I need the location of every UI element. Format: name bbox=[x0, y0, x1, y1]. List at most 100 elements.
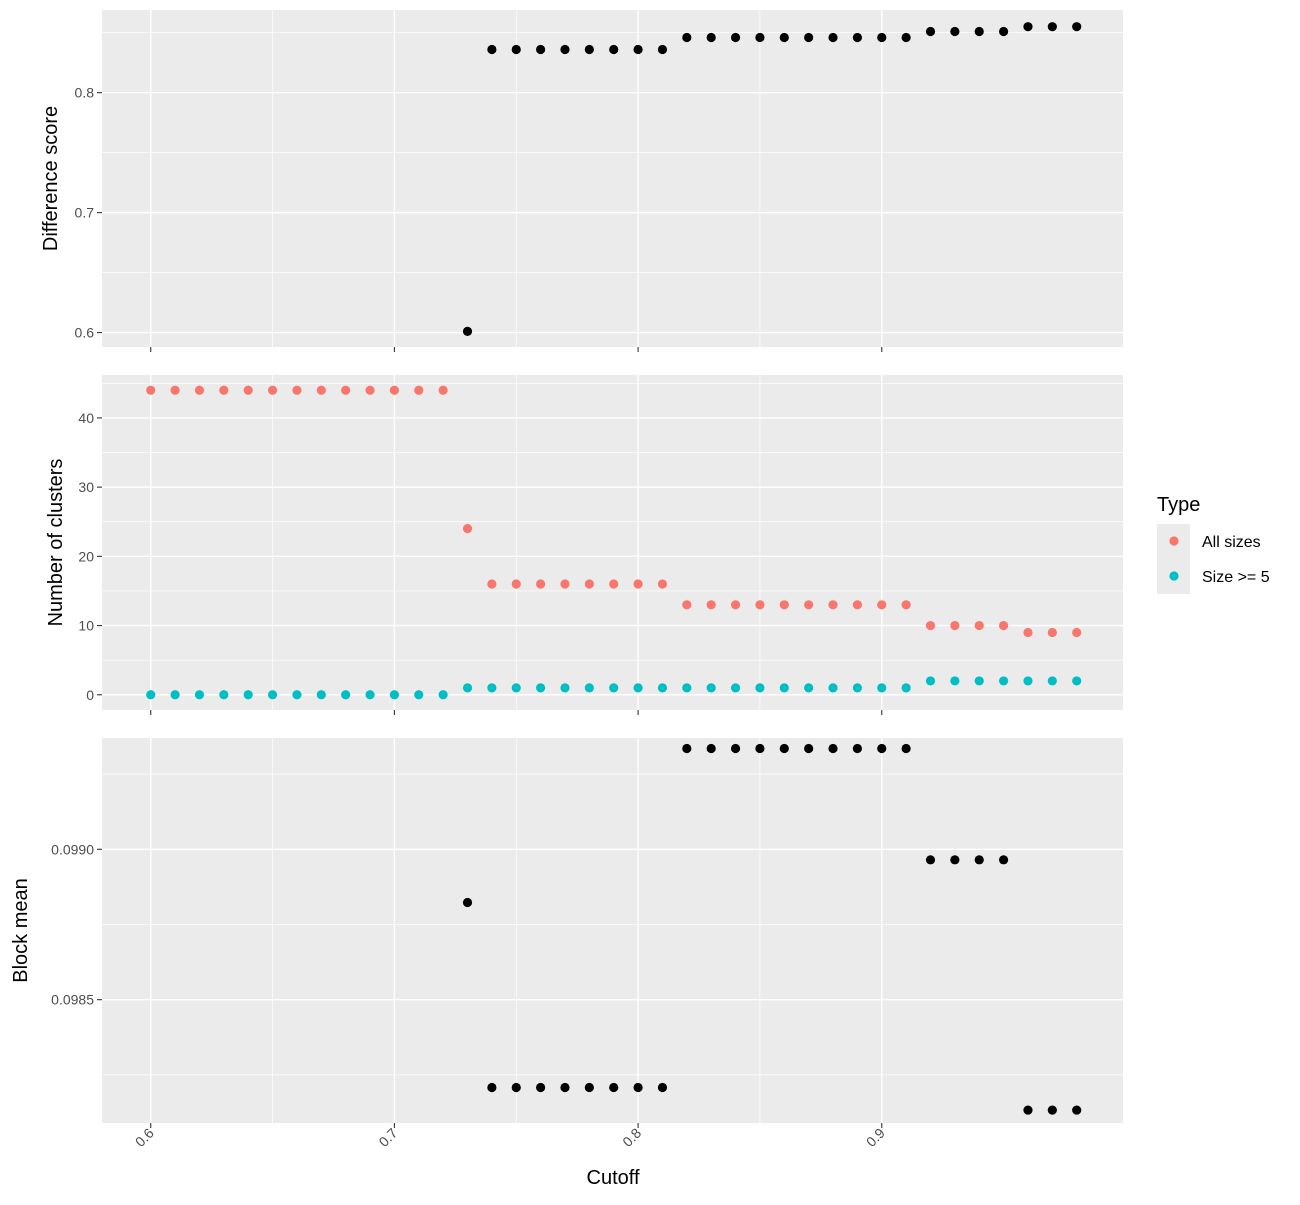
data-point bbox=[804, 32, 814, 43]
data-point bbox=[414, 385, 424, 395]
data-point bbox=[633, 44, 643, 55]
data-point bbox=[1047, 22, 1057, 32]
series-1 bbox=[462, 743, 1082, 1115]
data-point bbox=[657, 1082, 668, 1093]
data-point bbox=[292, 690, 302, 700]
data-point bbox=[730, 32, 741, 43]
data-point bbox=[657, 683, 668, 693]
data-point bbox=[146, 385, 156, 395]
data-point bbox=[852, 743, 862, 754]
data-point bbox=[365, 690, 375, 700]
data-point bbox=[730, 600, 741, 610]
data-point bbox=[779, 32, 789, 43]
y-tick-label: 10 bbox=[78, 618, 94, 634]
legend-label: All sizes bbox=[1202, 534, 1261, 551]
y-axis-title: Difference score bbox=[40, 106, 62, 251]
data-point bbox=[438, 385, 448, 395]
y-tick-label: 0.7 bbox=[75, 205, 95, 221]
data-point bbox=[779, 600, 789, 610]
data-point bbox=[1047, 676, 1057, 686]
data-point bbox=[584, 44, 594, 55]
data-point bbox=[365, 385, 375, 395]
data-point bbox=[243, 385, 253, 395]
data-point bbox=[804, 683, 814, 693]
legend-title: Type bbox=[1157, 494, 1200, 516]
data-point bbox=[609, 579, 619, 589]
data-point bbox=[584, 579, 594, 589]
data-point bbox=[536, 579, 546, 589]
y-tick-label: 0.0985 bbox=[51, 992, 94, 1008]
data-point bbox=[877, 683, 887, 693]
y-tick-label: 0.0990 bbox=[51, 841, 94, 857]
data-point bbox=[316, 690, 326, 700]
data-point bbox=[877, 32, 887, 43]
data-point bbox=[852, 683, 862, 693]
data-point bbox=[341, 690, 351, 700]
data-point bbox=[487, 1082, 497, 1093]
data-point bbox=[657, 579, 668, 589]
data-point bbox=[1072, 1105, 1082, 1115]
data-point bbox=[925, 26, 936, 37]
data-point bbox=[389, 385, 400, 395]
data-point bbox=[511, 44, 521, 55]
legend: Type All sizes Size >= 5 bbox=[1157, 494, 1270, 594]
panel-1: 0.6 0.7 0.8 Difference score bbox=[40, 10, 1123, 352]
series-2 bbox=[146, 676, 1082, 700]
data-point bbox=[462, 326, 473, 337]
data-point bbox=[219, 690, 229, 700]
data-point bbox=[828, 743, 838, 754]
series-1 bbox=[146, 385, 1082, 638]
data-point bbox=[998, 26, 1009, 37]
data-point bbox=[560, 1082, 570, 1093]
data-point bbox=[682, 600, 692, 610]
data-point bbox=[219, 385, 229, 395]
data-point bbox=[609, 1082, 619, 1093]
data-point bbox=[609, 683, 619, 693]
data-point bbox=[925, 676, 936, 686]
data-point bbox=[536, 44, 546, 55]
data-point bbox=[974, 676, 984, 686]
data-point bbox=[389, 690, 400, 700]
data-point bbox=[536, 1082, 546, 1093]
data-point bbox=[1072, 676, 1082, 686]
y-axis-title: Block mean bbox=[10, 878, 32, 983]
data-point bbox=[706, 743, 716, 754]
data-point bbox=[682, 743, 692, 754]
data-point bbox=[877, 600, 887, 610]
series-1 bbox=[462, 22, 1082, 337]
y-axis-title: Number of clusters bbox=[45, 459, 67, 627]
data-point bbox=[341, 385, 351, 395]
data-point bbox=[755, 743, 765, 754]
data-point bbox=[292, 385, 302, 395]
legend-entries: All sizes Size >= 5 bbox=[1169, 534, 1270, 586]
legend-key bbox=[1169, 536, 1179, 546]
data-point bbox=[950, 676, 960, 686]
data-point bbox=[194, 690, 205, 700]
data-point bbox=[511, 683, 521, 693]
panel-background bbox=[102, 738, 1123, 1123]
data-point bbox=[633, 579, 643, 589]
data-point bbox=[657, 44, 668, 55]
y-tick-label: 30 bbox=[78, 479, 94, 495]
x-axis-title: Cutoff bbox=[587, 1167, 640, 1189]
data-point bbox=[438, 690, 448, 700]
data-point bbox=[194, 385, 205, 395]
data-point bbox=[560, 44, 570, 55]
data-point bbox=[1023, 1105, 1033, 1115]
data-point bbox=[462, 897, 473, 908]
data-point bbox=[974, 26, 984, 37]
data-point bbox=[560, 683, 570, 693]
data-point bbox=[1023, 676, 1033, 686]
data-point bbox=[267, 690, 278, 700]
data-point bbox=[901, 743, 911, 754]
data-point bbox=[804, 743, 814, 754]
data-point bbox=[170, 385, 180, 395]
panel-3: 0.0985 0.0990 Block mean bbox=[10, 738, 1123, 1128]
data-point bbox=[901, 600, 911, 610]
data-point bbox=[925, 620, 936, 631]
data-point bbox=[633, 1082, 643, 1093]
data-point bbox=[1023, 627, 1033, 638]
data-point bbox=[633, 683, 643, 693]
y-tick-label: 0.6 bbox=[75, 325, 95, 341]
